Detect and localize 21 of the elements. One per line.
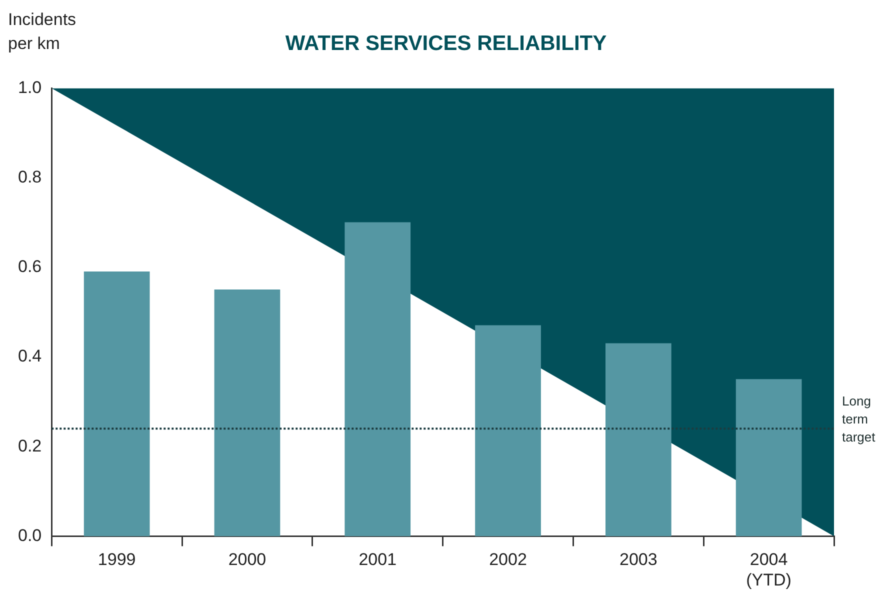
bar [605, 343, 672, 536]
chart-title: WATER SERVICES RELIABILITY [285, 32, 607, 55]
bar [214, 289, 280, 536]
x-tick-label: 2001 [358, 550, 397, 570]
x-tick-label: 2000 [228, 550, 266, 570]
y-tick-label: 0.2 [18, 436, 42, 456]
bar [475, 325, 541, 536]
y-tick-label: 0.4 [18, 346, 42, 366]
ref-line-label: Long term target [842, 394, 876, 445]
y-axis-title: Incidents per km [8, 9, 78, 55]
bar [84, 272, 150, 536]
y-tick-label: 0.0 [18, 526, 42, 545]
bar [736, 379, 802, 536]
x-tick-label: 1999 [98, 550, 136, 570]
y-tick-label: 1.0 [18, 78, 42, 97]
y-tick-label: 0.6 [18, 257, 42, 276]
x-tick-label: 2003 [619, 550, 658, 570]
x-tick-label: 2002 [489, 550, 527, 570]
x-tick-label: 2004 (YTD) [746, 550, 792, 590]
y-tick-label: 0.8 [18, 167, 42, 186]
bar [344, 222, 411, 536]
